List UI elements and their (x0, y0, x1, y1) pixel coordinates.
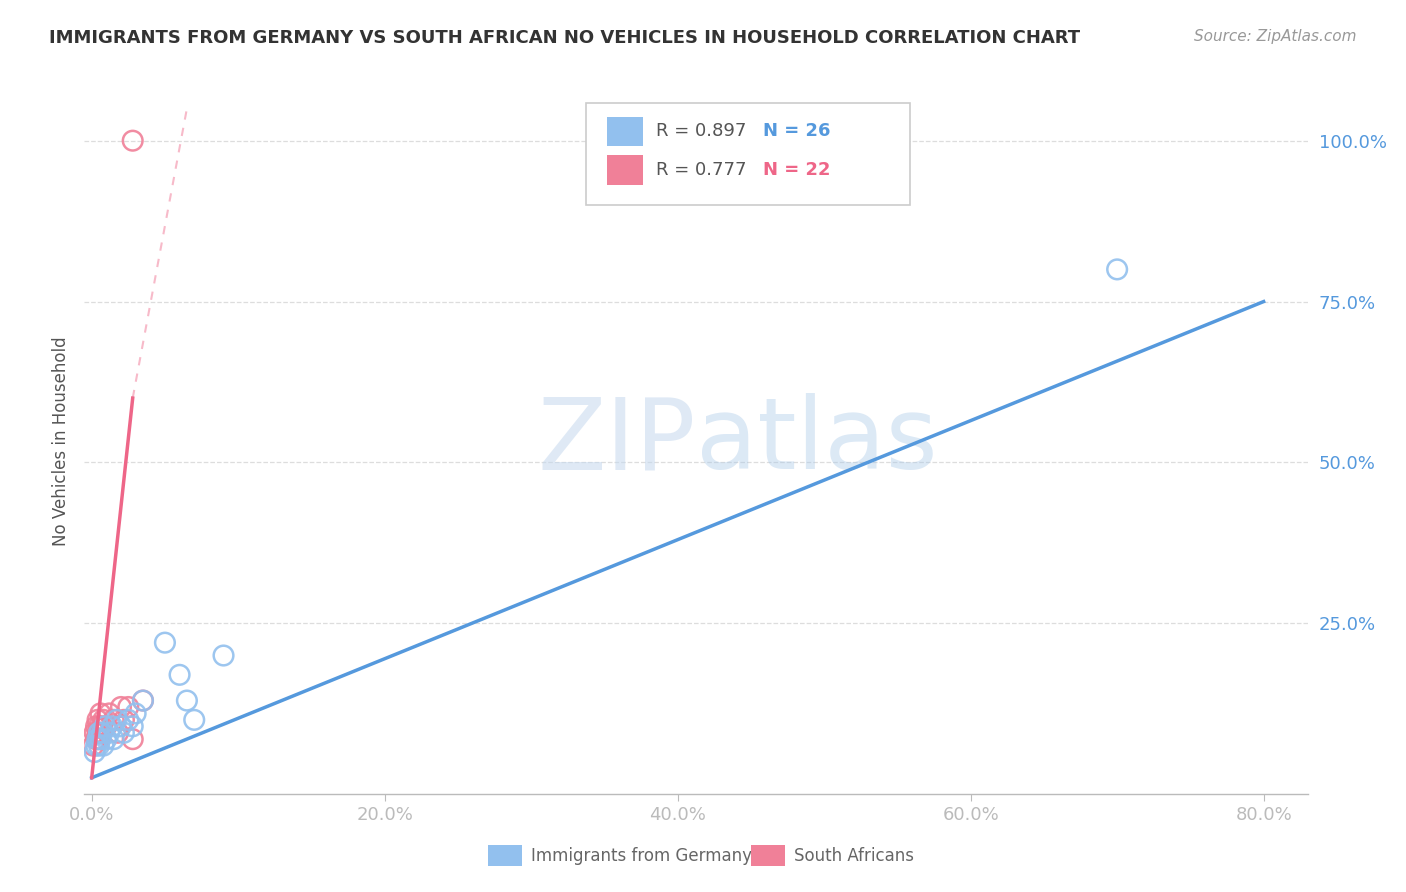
Point (112, 725, 135, 739)
Point (93, 739, 115, 753)
Point (96, 719, 118, 733)
Point (86, 713, 108, 727)
Point (91, 725, 114, 739)
Point (83, 725, 105, 739)
Text: Source: ZipAtlas.com: Source: ZipAtlas.com (1194, 29, 1357, 44)
Point (124, 706, 146, 721)
Point (117, 713, 139, 727)
Point (107, 725, 129, 739)
Bar (488, 846, 522, 866)
Point (176, 693, 198, 707)
Point (83, 745, 105, 759)
Point (87, 732, 110, 747)
Point (89, 725, 111, 739)
Text: IMMIGRANTS FROM GERMANY VS SOUTH AFRICAN NO VEHICLES IN HOUSEHOLD CORRELATION CH: IMMIGRANTS FROM GERMANY VS SOUTH AFRICAN… (49, 29, 1080, 46)
Point (103, 713, 125, 727)
FancyBboxPatch shape (586, 103, 910, 205)
Point (105, 713, 128, 727)
Point (98, 706, 121, 721)
Bar (606, 155, 644, 185)
Point (89, 732, 111, 747)
Point (212, 648, 235, 663)
Y-axis label: No Vehicles in Household: No Vehicles in Household (52, 336, 70, 547)
Point (121, 719, 143, 733)
Point (112, 713, 135, 727)
Point (110, 719, 132, 733)
Bar (606, 117, 644, 146)
Point (86, 732, 108, 747)
Text: ZIP: ZIP (537, 393, 696, 490)
Point (121, 732, 143, 747)
Point (89, 706, 111, 721)
Point (93, 713, 115, 727)
Text: South Africans: South Africans (794, 847, 914, 865)
Point (91, 719, 114, 733)
Point (101, 719, 124, 733)
Point (87, 739, 110, 753)
Point (117, 700, 139, 714)
Point (98, 725, 121, 739)
Point (87, 719, 110, 733)
Point (84, 732, 107, 747)
Point (132, 693, 155, 707)
Point (1107, 262, 1129, 277)
Point (82, 739, 104, 753)
Point (132, 693, 155, 707)
Point (183, 713, 205, 727)
Point (96, 732, 118, 747)
Point (153, 635, 176, 649)
Point (84, 739, 107, 753)
Point (103, 732, 125, 747)
Text: N = 22: N = 22 (763, 161, 831, 179)
Point (169, 668, 191, 682)
Text: R = 0.897: R = 0.897 (655, 122, 763, 140)
Text: R = 0.777: R = 0.777 (655, 161, 763, 179)
Point (121, 134, 143, 148)
Text: N = 26: N = 26 (763, 122, 831, 140)
Point (94, 719, 117, 733)
Point (84, 719, 107, 733)
Text: atlas: atlas (696, 393, 938, 490)
Bar (751, 846, 786, 866)
Point (86, 725, 108, 739)
Point (110, 700, 132, 714)
Text: Immigrants from Germany: Immigrants from Germany (531, 847, 752, 865)
Point (87, 725, 110, 739)
